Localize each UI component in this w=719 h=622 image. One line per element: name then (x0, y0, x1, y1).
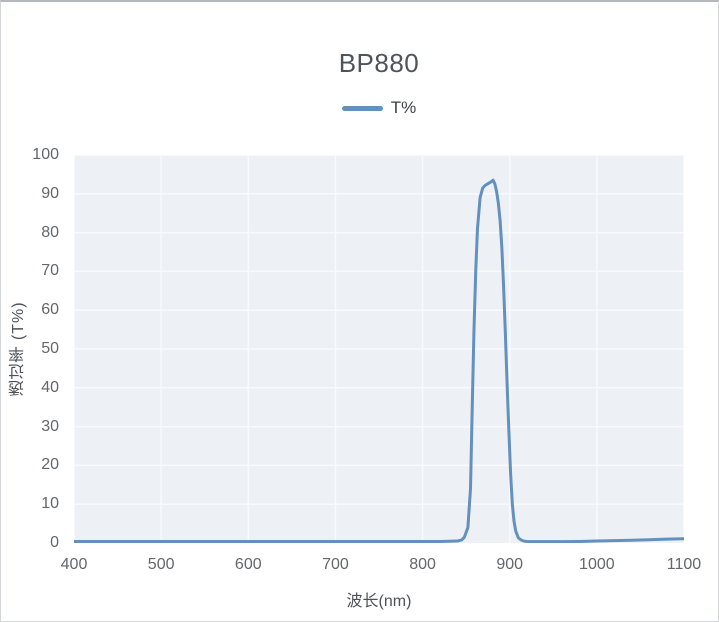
x-tick-label: 1000 (579, 556, 615, 573)
x-tick-label: 800 (409, 556, 436, 573)
y-tick-label: 20 (41, 456, 59, 474)
x-tick-label: 700 (322, 556, 349, 573)
x-axis-title: 波长(nm) (346, 593, 412, 610)
y-tick-label: 80 (41, 223, 59, 241)
y-tick-label: 90 (41, 184, 59, 202)
legend-line-marker (341, 105, 383, 111)
x-tick-label: 500 (147, 556, 175, 573)
y-tick-label: 100 (32, 146, 59, 163)
y-tick-label: 0 (50, 534, 59, 551)
x-tick-label: 400 (60, 556, 88, 573)
plot-area (74, 155, 684, 543)
series-line-T% (74, 178, 684, 543)
chart-title: BP880 (338, 48, 420, 78)
legend-item[interactable]: T% (74, 98, 684, 118)
y-axis-title: 透过率 (T%) (10, 301, 27, 397)
x-tick-label: 1100 (666, 556, 702, 573)
y-tick-label: 30 (41, 417, 59, 435)
legend-label: T% (390, 98, 417, 117)
x-tick-label: 900 (496, 556, 524, 573)
y-tick-label: 70 (41, 262, 59, 280)
y-tick-label: 10 (41, 495, 59, 513)
x-tick-label: 600 (234, 556, 262, 573)
chart-canvas (74, 155, 684, 543)
